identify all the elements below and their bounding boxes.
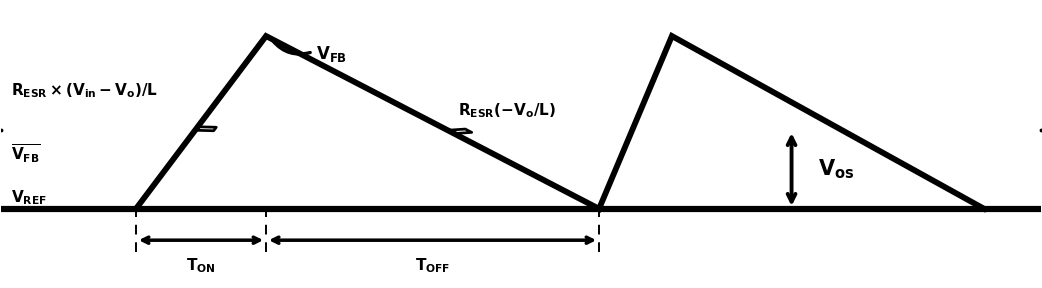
Text: $\mathbf{R_{ESR}(-V_o/L)}$: $\mathbf{R_{ESR}(-V_o/L)}$ xyxy=(458,101,556,120)
Text: $\mathbf{R_{ESR}\times(V_{in}-V_o)/L}$: $\mathbf{R_{ESR}\times(V_{in}-V_o)/L}$ xyxy=(11,82,158,100)
Text: $\mathbf{T_{ON}}$: $\mathbf{T_{ON}}$ xyxy=(187,256,216,274)
Text: $\mathbf{\overline{V_{FB}}}$: $\mathbf{\overline{V_{FB}}}$ xyxy=(11,142,41,165)
Text: $\mathbf{V_{FB}}$: $\mathbf{V_{FB}}$ xyxy=(316,44,347,64)
Text: $\mathbf{V_{os}}$: $\mathbf{V_{os}}$ xyxy=(818,158,854,181)
Text: $\mathbf{V_{REF}}$: $\mathbf{V_{REF}}$ xyxy=(11,188,47,207)
Text: $\mathbf{T_{OFF}}$: $\mathbf{T_{OFF}}$ xyxy=(415,256,450,274)
